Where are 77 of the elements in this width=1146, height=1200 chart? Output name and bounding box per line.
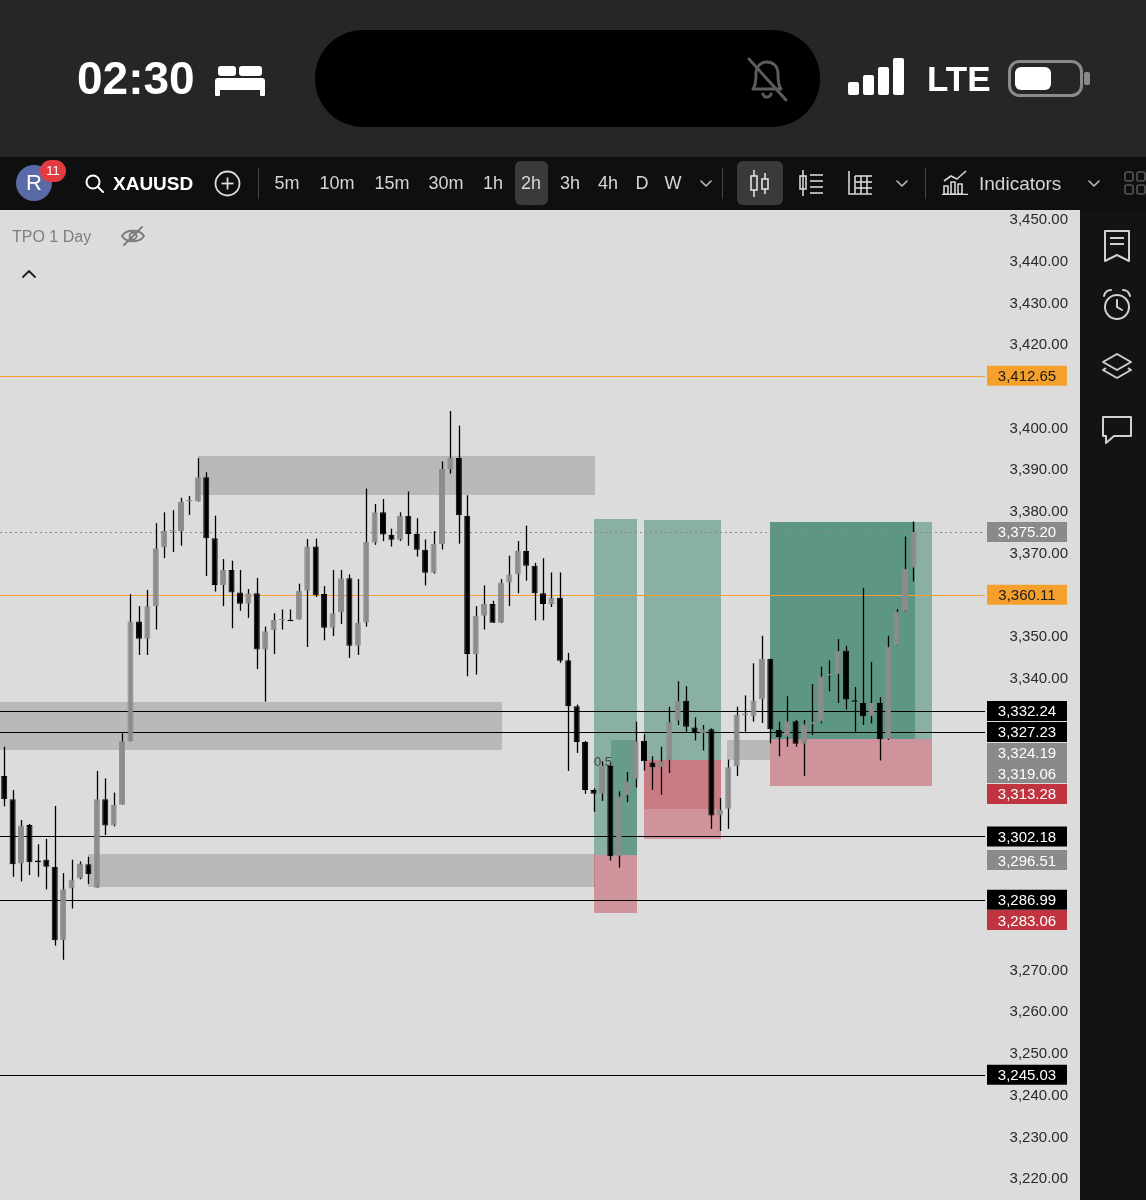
y-tick-label: 3,230.00 — [1009, 1127, 1068, 1145]
text: LTE — [927, 58, 991, 100]
ref-line-label: 3,302.18 — [997, 827, 1057, 845]
ref-line-label: 3,327.23 — [997, 723, 1057, 741]
candlestick — [447, 410, 454, 475]
candlestick — [245, 588, 252, 619]
price-tag: 3,319.06 — [987, 763, 1067, 783]
candlestick — [405, 490, 412, 547]
candlestick — [548, 571, 555, 608]
ref-line-label: 3,412.65 — [997, 366, 1057, 384]
candlestick — [380, 498, 387, 542]
y-tick-label: 3,370.00 — [1009, 543, 1068, 561]
y-tick-label: 3,380.00 — [1009, 502, 1068, 520]
candlestick — [514, 540, 521, 594]
candlestick — [194, 457, 201, 503]
candlestick — [43, 838, 50, 890]
text: D — [635, 172, 649, 194]
candlestick — [539, 557, 547, 621]
candlestick — [354, 578, 361, 656]
text: R — [26, 170, 42, 196]
y-tick-label: 3,450.00 — [1009, 210, 1068, 228]
y-tick-label: 3,350.00 — [1009, 627, 1068, 645]
candlestick — [236, 569, 243, 612]
candlestick — [590, 787, 597, 813]
text: 30m — [428, 172, 464, 194]
y-tick-label: 3,340.00 — [1009, 668, 1068, 686]
candlestick — [624, 771, 631, 803]
y-tick-label: 3,260.00 — [1009, 1002, 1068, 1020]
text: Indicators — [979, 171, 1062, 195]
text: 1h — [482, 172, 504, 194]
text: 2h — [520, 172, 542, 194]
price-tag: 3,313.28 — [987, 783, 1067, 804]
candlestick — [657, 746, 664, 796]
text: 3h — [559, 172, 581, 194]
candlestick — [262, 625, 269, 703]
price-tag: 3,283.06 — [987, 910, 1067, 930]
chart-title: XAUUSD — [113, 171, 194, 195]
text: 5m — [274, 172, 300, 194]
y-tick-label: 3,440.00 — [1009, 251, 1068, 269]
ref-line-label: 3,332.24 — [997, 702, 1057, 720]
annotation: 0.5 — [594, 754, 613, 771]
y-tick-label: 3,430.00 — [1009, 293, 1068, 311]
text: 15m — [374, 172, 410, 194]
annotation: TPO 1 Day — [12, 226, 92, 246]
candlestick — [1, 746, 8, 807]
candlestick — [135, 605, 142, 656]
candlestick — [85, 856, 92, 885]
text: W — [664, 172, 682, 194]
price-tag: 3,324.19 — [987, 742, 1067, 763]
ref-line-label: 3,360.11 — [998, 586, 1056, 603]
y-tick-label: 3,400.00 — [1009, 418, 1068, 436]
candlestick — [329, 569, 336, 637]
y-tick-label: 3,250.00 — [1009, 1044, 1068, 1062]
y-tick-label: 3,220.00 — [1009, 1169, 1068, 1187]
candlestick — [270, 612, 277, 655]
ref-line-label: 3,286.99 — [997, 890, 1057, 908]
text: 10m — [319, 172, 355, 194]
candlestick — [110, 791, 117, 827]
candlestick — [834, 638, 841, 704]
candlestick — [413, 517, 420, 558]
y-tick-label: 3,420.00 — [1009, 335, 1068, 353]
candlestick — [228, 560, 235, 629]
candlestick — [422, 538, 429, 586]
candlestick — [716, 797, 723, 832]
price-tag: 3,296.51 — [987, 850, 1067, 870]
text: 4h — [597, 172, 619, 194]
ref-line-label: 3,375.20 — [997, 523, 1057, 541]
text: 11 — [46, 163, 60, 179]
y-tick-label: 3,270.00 — [1009, 960, 1068, 978]
text: 02:30 — [77, 50, 195, 106]
y-tick-label: 3,240.00 — [1009, 1085, 1068, 1103]
candlestick — [481, 584, 488, 631]
ref-line-label: 3,245.03 — [997, 1065, 1057, 1083]
y-tick-label: 3,390.00 — [1009, 460, 1068, 478]
candlestick — [220, 558, 227, 607]
candlestick — [506, 555, 513, 607]
candlestick — [523, 525, 530, 582]
